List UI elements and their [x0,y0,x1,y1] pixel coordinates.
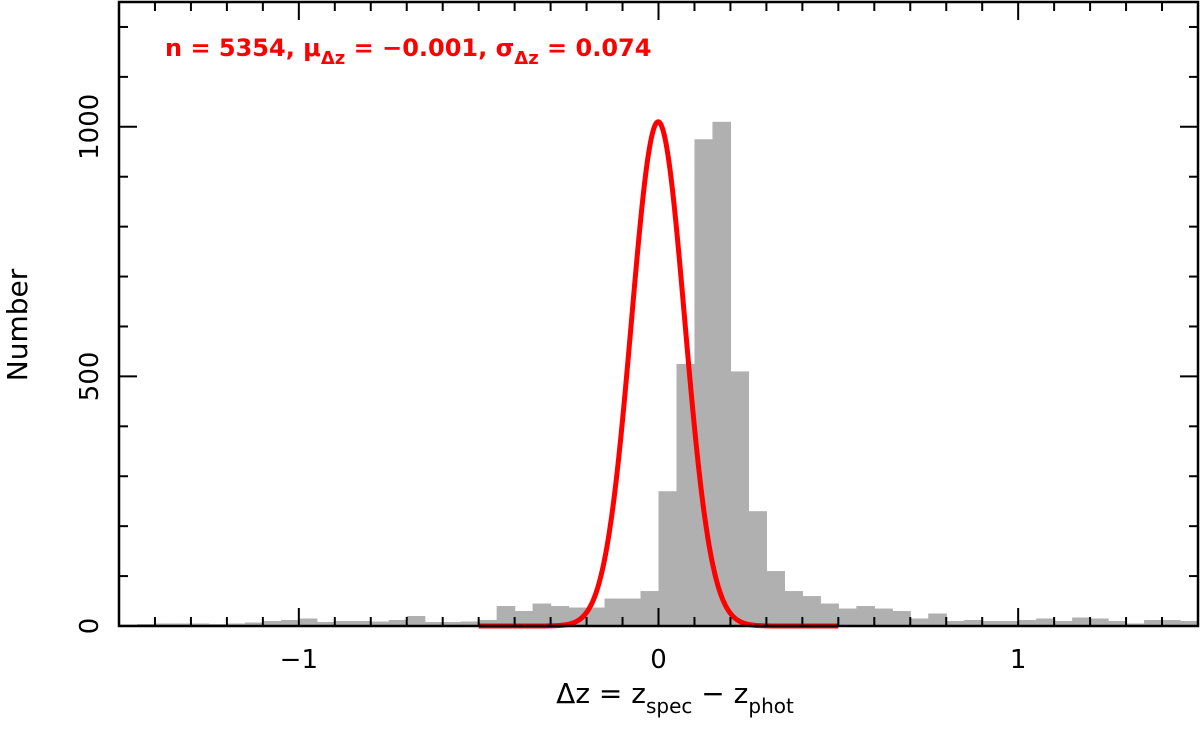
histogram-bar [388,620,408,626]
histogram-bar [964,620,983,626]
histogram-bar [496,606,516,626]
histogram-bar [766,571,785,626]
histogram-bar [1108,621,1127,626]
histogram-bar [334,621,354,626]
histogram-bar [730,371,750,626]
axis-tick-labels: −1 0 1 0 500 1000 [75,94,1026,675]
histogram-bar [316,622,336,626]
y-tick-label: 0 [75,618,105,635]
histogram-bar [856,606,875,626]
histogram-bar [1054,621,1073,626]
axis-ticks [118,2,1199,627]
histogram-bar [1036,618,1055,626]
histogram-bar [298,618,318,626]
x-axis-label-sub2: phot [748,694,794,718]
annot-part2: = −0.001, σ [345,34,514,62]
histogram-bar [928,613,947,626]
x-axis-label-mid: − z [692,677,748,710]
histogram-bar [694,139,714,626]
histogram-bar [604,598,624,626]
histogram-bar [1018,620,1037,626]
histogram-bar [910,618,929,626]
histogram-bar [712,121,732,627]
histogram-bar [586,607,606,626]
histogram-bar [784,591,803,626]
histogram-bar [838,608,857,626]
histogram-bar [1162,620,1181,626]
histogram-bar [1144,620,1163,626]
histogram-bar [478,620,498,626]
histogram-bar [406,616,426,626]
y-tick-label: 1000 [75,94,105,160]
histogram-bar [946,621,965,626]
histogram-bar [1180,621,1199,626]
annot-sub1: Δz [321,48,345,69]
y-tick-label: 500 [75,352,105,402]
histogram-bar [532,603,552,626]
histogram-bar [820,603,839,626]
histogram-bar [1000,621,1019,626]
histogram-bar [802,596,821,626]
x-axis-label-sub1: spec [646,694,692,718]
y-axis-label: Number [1,268,34,381]
histogram-bar [640,591,660,626]
annot-sub2: Δz [514,48,538,69]
histogram-bar [622,598,642,626]
histogram-bar [370,621,390,626]
histogram-bar [352,621,372,626]
histogram-bar [280,620,300,626]
histogram-bar [1072,617,1091,626]
annot-part3: = 0.074 [539,34,652,62]
histogram-bars [119,121,1199,627]
histogram-bar [874,608,893,626]
x-tick-label: −1 [280,645,318,675]
x-tick-label: 0 [650,645,667,675]
histogram-bar [424,622,444,626]
histogram-bar [676,363,696,626]
fit-statistics-annotation: n = 5354, μΔz = −0.001, σΔz = 0.074 [165,34,651,69]
histogram-bar [982,621,1001,626]
histogram-bar [892,611,911,626]
x-tick-label: 1 [1010,645,1027,675]
histogram-bar [244,622,264,626]
histogram-bar [262,621,282,626]
histogram-bar [460,621,480,626]
histogram-bar [748,511,767,626]
histogram-bar [442,622,462,626]
annot-part1: n = 5354, μ [165,34,321,62]
histogram-bar [514,611,534,626]
histogram-bar [658,491,678,626]
histogram-bar [550,606,570,626]
histogram-bar [1090,618,1109,626]
x-axis-label: Δz = zspec − zphot [556,677,794,718]
x-axis-label-main: Δz = z [556,677,646,710]
